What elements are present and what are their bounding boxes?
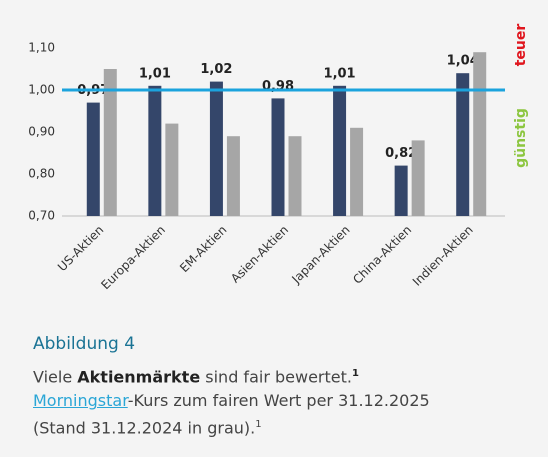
x-tick-label: Asien-Aktien [228, 223, 291, 286]
bar [148, 85, 162, 216]
bar [333, 85, 347, 216]
x-tick-label: Europa-Aktien [98, 223, 168, 293]
bar [394, 165, 408, 216]
data-label: 1,04 [447, 54, 479, 69]
bar [209, 81, 223, 216]
caption: Abbildung 4 Viele Aktienmärkte sind fair… [33, 332, 543, 441]
bar [473, 52, 487, 217]
data-label: 1,02 [200, 62, 232, 77]
chart: 0,700,800,901,001,10US-Aktien0,97Europa-… [28, 24, 529, 293]
data-label: 0,98 [262, 79, 294, 94]
y-tick-label: 0,90 [28, 125, 55, 139]
footnote-mark: 1 [255, 419, 262, 431]
bar [288, 136, 302, 216]
text: Viele [33, 367, 73, 387]
text: sind fair bewertet. [205, 367, 352, 387]
bar [86, 102, 100, 216]
x-tick-label: US-Aktien [55, 223, 106, 274]
footnote-mark: 1 [351, 368, 359, 379]
data-label: 1,01 [324, 66, 356, 81]
bar [456, 73, 470, 216]
bar [165, 123, 179, 216]
link[interactable]: Morningstar [33, 391, 128, 411]
bar [103, 69, 117, 216]
y-tick-label: 1,00 [28, 83, 55, 97]
data-label: 0,82 [385, 146, 417, 161]
text: -Kurs zum fairen Wert per 31.12.2025 [127, 391, 430, 411]
x-tick-label: China-Aktien [350, 223, 414, 287]
caption-line: Viele Aktienmärkte sind fair bewertet.1 [33, 362, 543, 389]
side-label: teuer [513, 24, 529, 67]
caption-title: Abbildung 4 [33, 334, 136, 354]
caption-line: Morningstar-Kurs zum fairen Wert per 31.… [33, 389, 543, 413]
x-tick-label: EM-Aktien [177, 223, 229, 275]
side-label: günstig [513, 108, 529, 168]
y-tick-label: 0,70 [28, 209, 55, 223]
bar [226, 136, 240, 216]
x-tick-label: Indien-Aktien [410, 223, 476, 289]
data-label: 1,01 [139, 66, 171, 81]
bold-text: Aktienmärkte [77, 367, 201, 387]
bar [271, 98, 285, 216]
y-tick-label: 1,10 [28, 41, 55, 55]
text: (Stand 31.12.2024 in grau). [33, 418, 256, 438]
x-tick-label: Japan-Aktien [289, 223, 353, 287]
caption-line: (Stand 31.12.2024 in grau).1 [33, 413, 543, 440]
bar [411, 140, 425, 216]
bar [350, 127, 364, 216]
y-tick-label: 0,80 [28, 167, 55, 181]
